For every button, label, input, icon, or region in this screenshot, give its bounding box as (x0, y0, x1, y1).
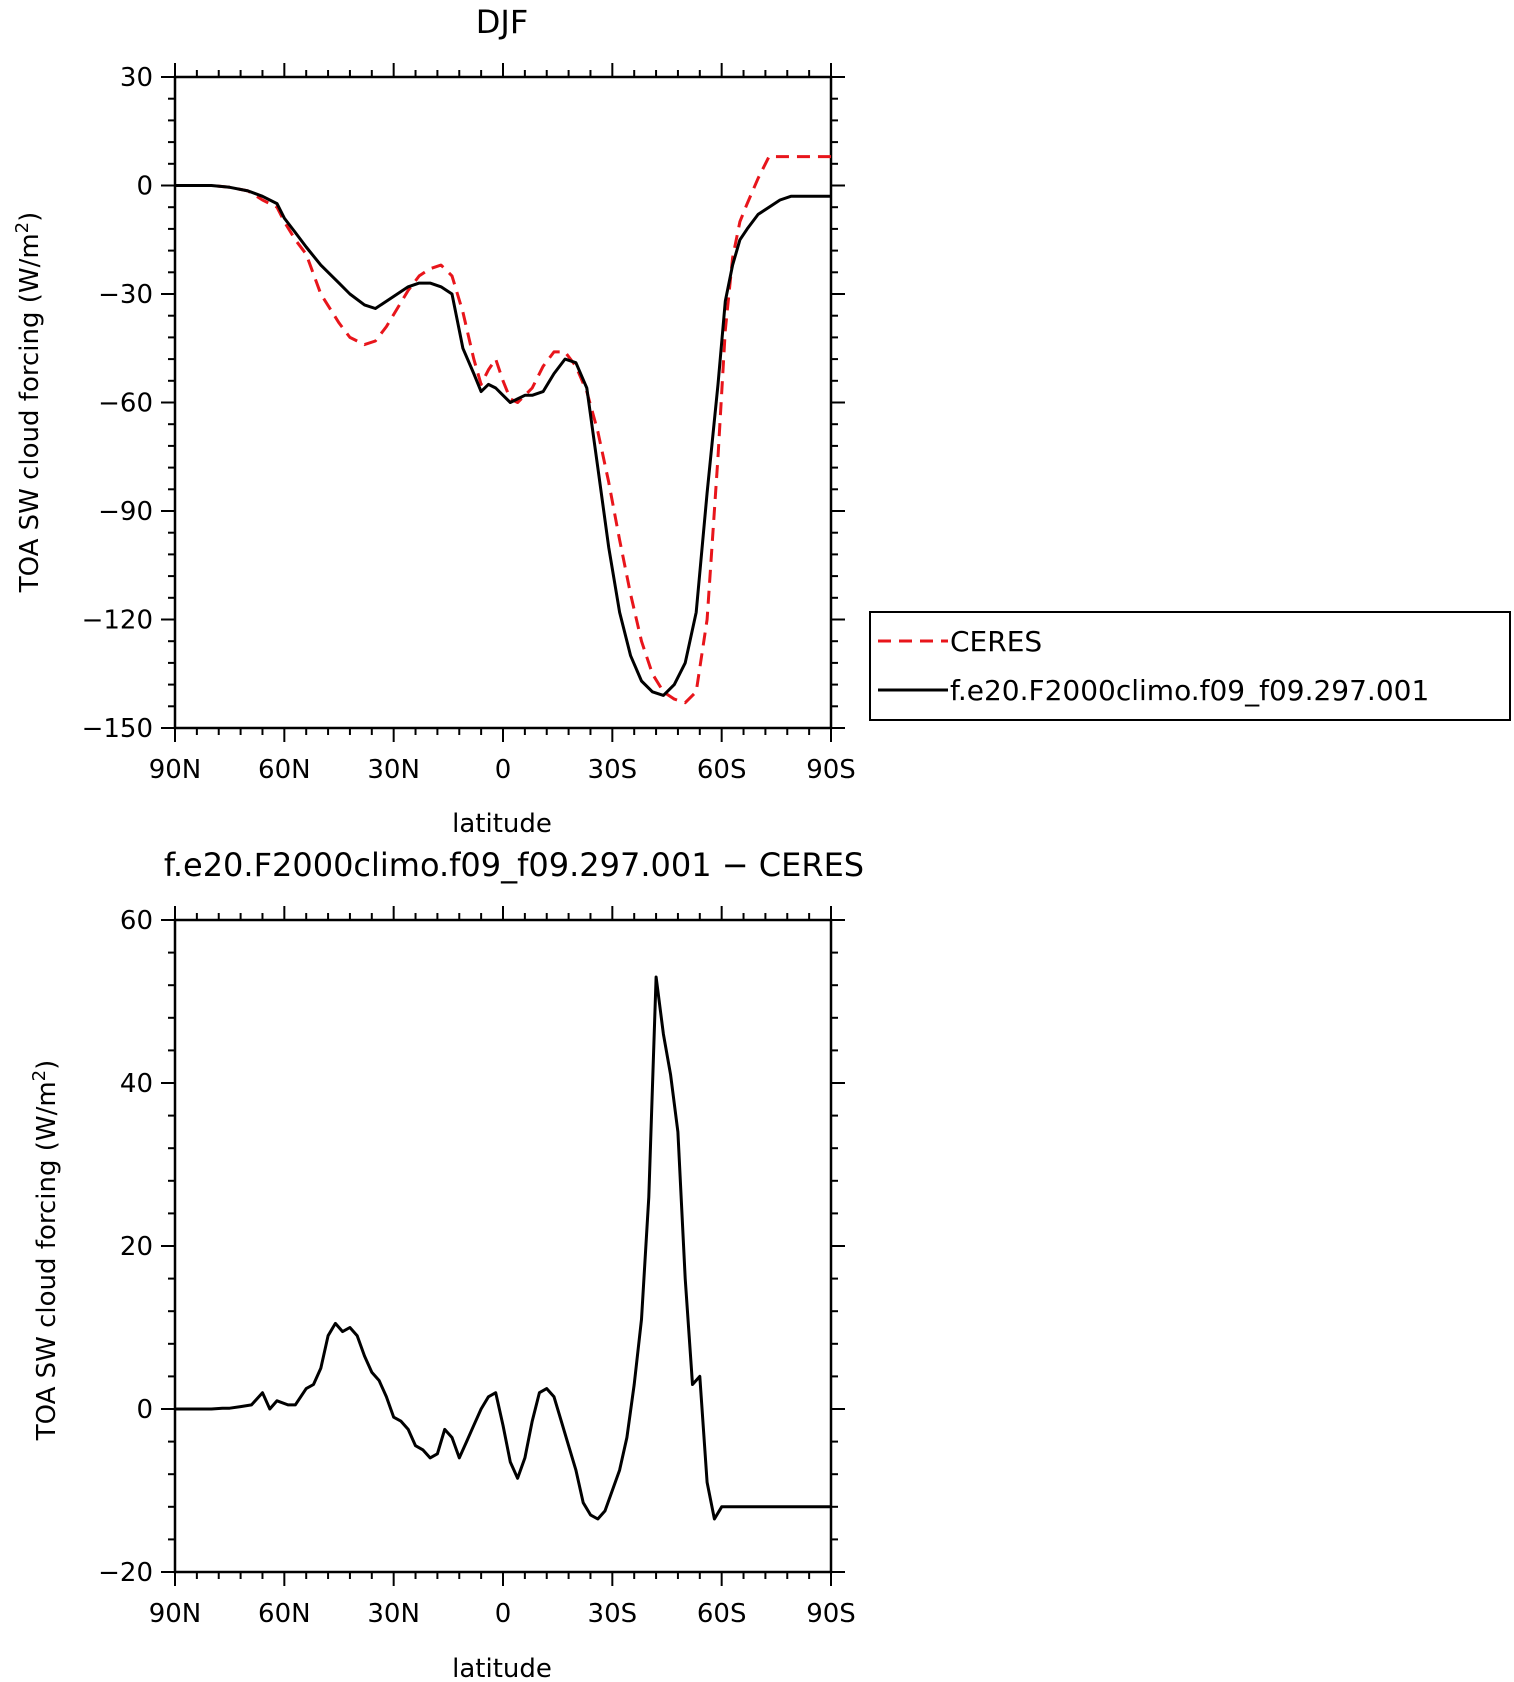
legend: CERES f.e20.F2000climo.f09_f09.297.001 (869, 611, 1511, 721)
x-tick-label: 0 (495, 755, 512, 785)
plot-frame (173, 918, 833, 1574)
chart-title: f.e20.F2000climo.f09_f09.297.001 − CERES (164, 846, 864, 884)
plot-frame (173, 75, 833, 730)
chart-difference: f.e20.F2000climo.f09_f09.297.001 − CERES… (29, 846, 864, 1682)
x-tick-label: 90N (149, 1599, 202, 1629)
chart-title: DJF (476, 3, 528, 41)
legend-box (869, 611, 1511, 721)
x-tick-label: 60S (697, 1599, 747, 1629)
plot-lines (175, 975, 831, 1521)
chart-djf: DJF 30 0 −30 −60 −90 −120 −150 90N 60N 30N 0 30S 60… (12, 3, 1511, 839)
y-tick-label: −30 (98, 280, 153, 310)
y-tick-label: −90 (98, 497, 153, 527)
y-tick-label: 0 (136, 1395, 153, 1425)
x-tick-label: 90S (806, 755, 856, 785)
y-tick-label: −60 (98, 389, 153, 419)
legend-label-ceres: CERES (950, 625, 1042, 658)
series-line-ceres (175, 155, 831, 705)
plot-lines (175, 155, 831, 705)
x-tick-label: 60S (697, 755, 747, 785)
y-axis: 30 0 −30 −60 −90 −120 −150 (82, 63, 845, 744)
y-tick-label: −120 (82, 606, 153, 636)
x-axis-label: latitude (452, 809, 552, 839)
legend-label-model: f.e20.F2000climo.f09_f09.297.001 (950, 674, 1429, 707)
series-line-model (175, 184, 831, 697)
x-tick-label: 90S (806, 1599, 856, 1629)
x-tick-label: 0 (495, 1599, 512, 1629)
y-axis: 60 40 20 0 −20 (98, 906, 845, 1588)
x-tick-label: 30S (588, 755, 638, 785)
x-tick-label: 60N (258, 1599, 311, 1629)
y-tick-label: 40 (120, 1069, 153, 1099)
y-tick-label: 0 (136, 172, 153, 202)
x-axis-label: latitude (452, 1654, 552, 1682)
x-tick-label: 30N (367, 1599, 420, 1629)
x-axis: 90N 60N 30N 0 30S 60S 90S (149, 63, 856, 785)
x-tick-label: 30S (588, 1599, 638, 1629)
x-axis: 90N 60N 30N 0 30S 60S 90S (149, 906, 856, 1629)
y-axis-label: TOA SW cloud forcing (W/m2) (29, 1060, 62, 1442)
y-tick-label: 20 (120, 1232, 153, 1262)
y-tick-label: 30 (120, 63, 153, 93)
y-tick-label: −150 (82, 714, 153, 744)
y-tick-label: 60 (120, 906, 153, 936)
y-tick-label: −20 (98, 1558, 153, 1588)
x-tick-label: 60N (258, 755, 311, 785)
y-axis-label: TOA SW cloud forcing (W/m2) (12, 212, 45, 594)
x-tick-label: 90N (149, 755, 202, 785)
x-tick-label: 30N (367, 755, 420, 785)
series-line-model (175, 975, 831, 1521)
